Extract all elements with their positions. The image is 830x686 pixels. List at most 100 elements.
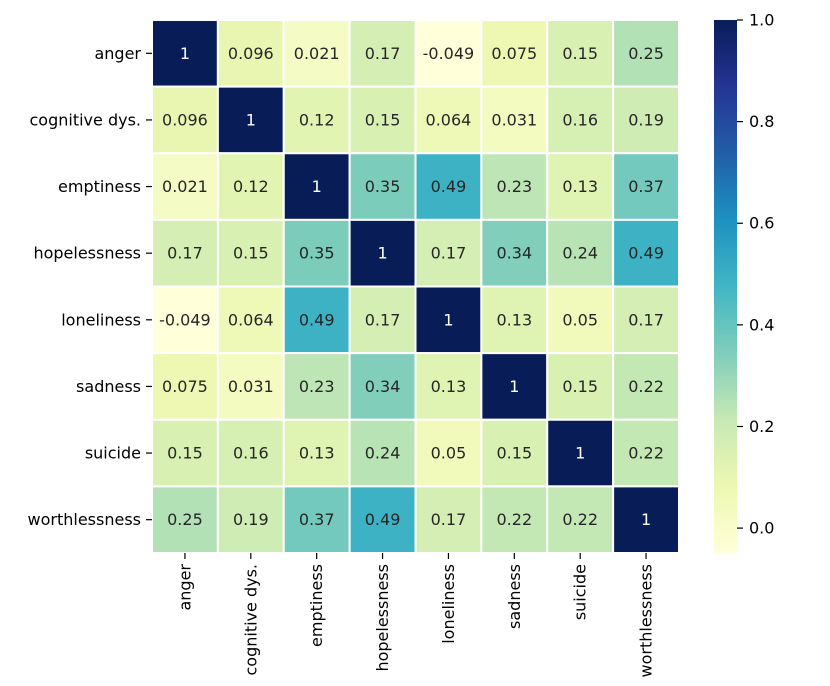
cell-value-label: 0.25 xyxy=(167,510,203,529)
y-tick-label: loneliness xyxy=(61,310,141,329)
heatmap-cell xyxy=(480,352,549,421)
cell-value-label: 0.13 xyxy=(431,377,467,396)
x-tick-label: loneliness xyxy=(439,564,458,644)
cell-value-label: 0.064 xyxy=(228,310,274,329)
cell-value-label: 0.05 xyxy=(431,444,467,463)
heatmap-cells xyxy=(151,19,680,554)
colorbar-gradient xyxy=(714,20,737,553)
cell-value-label: 1 xyxy=(180,44,190,63)
x-axis: anger cognitive dys. emptiness hopelessness… xyxy=(175,553,656,677)
heatmap-cell xyxy=(546,418,615,488)
heatmap-cell xyxy=(612,352,680,421)
heatmap-cell xyxy=(414,352,483,421)
cell-value-label: 0.17 xyxy=(628,310,664,329)
heatmap-cell xyxy=(414,218,483,288)
heatmap-cell xyxy=(612,485,680,554)
colorbar: 0.0 0.2 0.4 0.6 0.8 1.0 xyxy=(714,11,774,553)
heatmap-cell xyxy=(414,152,483,221)
heatmap-cell xyxy=(546,352,615,421)
cell-value-label: 0.35 xyxy=(299,244,335,263)
cell-value-label: 0.064 xyxy=(426,110,472,129)
cell-value-label: 0.05 xyxy=(562,310,598,329)
cell-value-label: 0.096 xyxy=(162,110,208,129)
y-tick-label: worthlessness xyxy=(28,510,141,529)
heatmap-cell xyxy=(612,152,680,221)
cell-value-label: 0.15 xyxy=(562,377,598,396)
heatmap-cell xyxy=(612,418,680,488)
cell-value-label: 0.17 xyxy=(431,244,467,263)
cell-value-label: 0.24 xyxy=(365,444,401,463)
cell-value-label: 0.37 xyxy=(299,510,335,529)
x-tick-label: cognitive dys. xyxy=(241,564,260,676)
heatmap-cell xyxy=(414,418,483,488)
heatmap-cell xyxy=(480,19,549,88)
cell-value-label: 0.12 xyxy=(299,110,335,129)
heatmap-cell xyxy=(480,152,549,221)
x-tick-label: anger xyxy=(175,564,194,611)
cell-value-label: 0.021 xyxy=(294,44,340,63)
cell-value-label: 1 xyxy=(509,377,519,396)
heatmap-cell xyxy=(151,418,219,488)
cell-value-label: 0.17 xyxy=(365,310,401,329)
cell-value-label: 0.075 xyxy=(491,44,537,63)
heatmap-cell xyxy=(348,85,417,155)
colorbar-tick-label: 0.2 xyxy=(749,417,774,436)
cell-value-label: 0.17 xyxy=(431,510,467,529)
heatmap-cell xyxy=(414,285,483,355)
heatmap-cell xyxy=(480,418,549,488)
x-tick-label: worthlessness xyxy=(637,564,656,677)
heatmap-cell xyxy=(546,152,615,221)
y-tick-label: hopelessness xyxy=(33,244,141,263)
cell-value-label: -0.049 xyxy=(423,44,475,63)
x-tick-label: emptiness xyxy=(307,564,326,647)
heatmap-cell xyxy=(480,85,549,155)
cell-value-label: 0.021 xyxy=(162,177,208,196)
heatmap-cell xyxy=(216,19,285,88)
y-tick-label: cognitive dys. xyxy=(30,110,142,129)
cell-value-label: 0.17 xyxy=(365,44,401,63)
cell-value-label: 0.49 xyxy=(628,244,664,263)
x-tick-label: hopelessness xyxy=(373,564,392,672)
x-tick-label: sadness xyxy=(505,564,524,629)
cell-value-label: 0.49 xyxy=(431,177,467,196)
cell-value-label: 0.22 xyxy=(497,510,533,529)
cell-value-label: 0.031 xyxy=(228,377,274,396)
cell-value-label: 1 xyxy=(246,110,256,129)
cell-value-label: 1 xyxy=(443,310,453,329)
cell-value-label: 0.15 xyxy=(365,110,401,129)
colorbar-tick-label: 0.0 xyxy=(749,519,774,538)
heatmap-cell xyxy=(612,85,680,155)
y-axis: anger cognitive dys. emptiness hopelessness… xyxy=(28,44,152,529)
cell-value-label: 0.19 xyxy=(628,110,664,129)
heatmap-cell xyxy=(282,485,351,554)
cell-value-label: 0.23 xyxy=(299,377,335,396)
y-tick-label: anger xyxy=(94,44,141,63)
cell-value-label: 1 xyxy=(312,177,322,196)
heatmap-cell xyxy=(546,218,615,288)
cell-value-label: 0.24 xyxy=(562,244,598,263)
cell-value-label: 0.49 xyxy=(299,310,335,329)
cell-value-label: 0.13 xyxy=(562,177,598,196)
cell-value-label: 0.23 xyxy=(497,177,533,196)
colorbar-tick-label: 0.6 xyxy=(749,214,774,233)
colorbar-tick-label: 0.8 xyxy=(749,112,774,131)
colorbar-tick-label: 1.0 xyxy=(749,11,774,30)
cell-value-label: 0.15 xyxy=(497,444,533,463)
cell-value-label: 1 xyxy=(641,510,651,529)
heatmap-cell xyxy=(282,418,351,488)
cell-value-label: 0.22 xyxy=(628,444,664,463)
heatmap-cell-labels: 1 0.096 0.021 0.17 -0.049 0.075 0.15 0.25 0.096 1… xyxy=(159,44,664,529)
heatmap-cell xyxy=(348,285,417,355)
cell-value-label: 0.19 xyxy=(233,510,269,529)
heatmap-cell xyxy=(414,485,483,554)
cell-value-label: 0.37 xyxy=(628,177,664,196)
cell-value-label: 0.031 xyxy=(491,110,537,129)
cell-value-label: 1 xyxy=(377,244,387,263)
cell-value-label: 0.075 xyxy=(162,377,208,396)
y-tick-label: emptiness xyxy=(58,177,141,196)
heatmap-cell xyxy=(216,418,285,488)
cell-value-label: 0.16 xyxy=(233,444,269,463)
cell-value-label: 0.15 xyxy=(167,444,203,463)
cell-value-label: 0.34 xyxy=(497,244,533,263)
x-tick-label: suicide xyxy=(571,564,590,620)
